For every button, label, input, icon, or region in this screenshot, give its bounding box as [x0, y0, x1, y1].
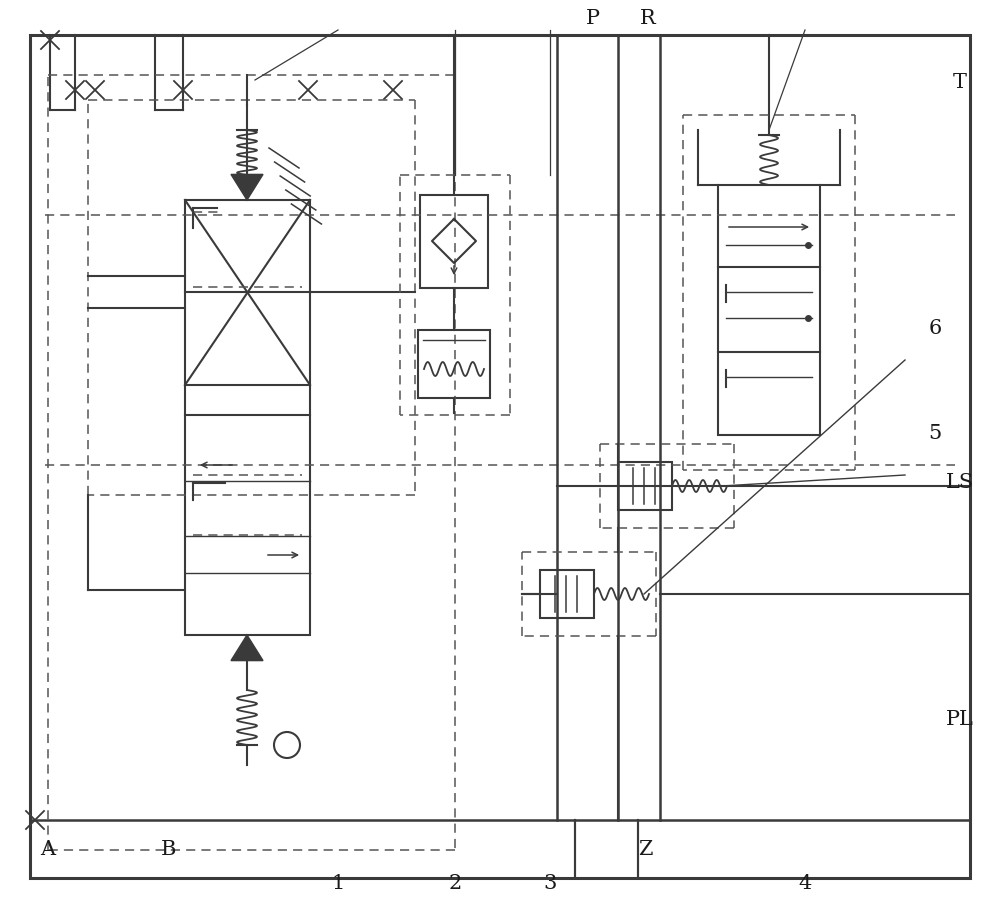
Text: P: P	[586, 9, 600, 27]
Text: 6: 6	[928, 320, 942, 338]
Text: A: A	[40, 840, 56, 858]
Bar	[420, 195, 488, 288]
Bar	[618, 462, 672, 510]
Polygon shape	[231, 635, 263, 661]
Text: R: R	[640, 9, 656, 27]
Text: LS: LS	[946, 473, 974, 491]
Text: T: T	[953, 73, 967, 91]
Bar	[418, 330, 490, 398]
Text: 3: 3	[543, 875, 557, 893]
Bar	[185, 415, 310, 635]
Text: 4: 4	[798, 875, 812, 893]
Bar	[185, 200, 310, 385]
Text: B: B	[160, 840, 176, 858]
Text: PL: PL	[946, 710, 974, 729]
Polygon shape	[231, 174, 263, 200]
Bar	[718, 185, 820, 435]
Text: 1: 1	[331, 875, 345, 893]
Bar	[540, 570, 594, 618]
Text: Z: Z	[638, 840, 652, 858]
Text: 2: 2	[448, 875, 462, 893]
Text: 5: 5	[928, 425, 942, 443]
